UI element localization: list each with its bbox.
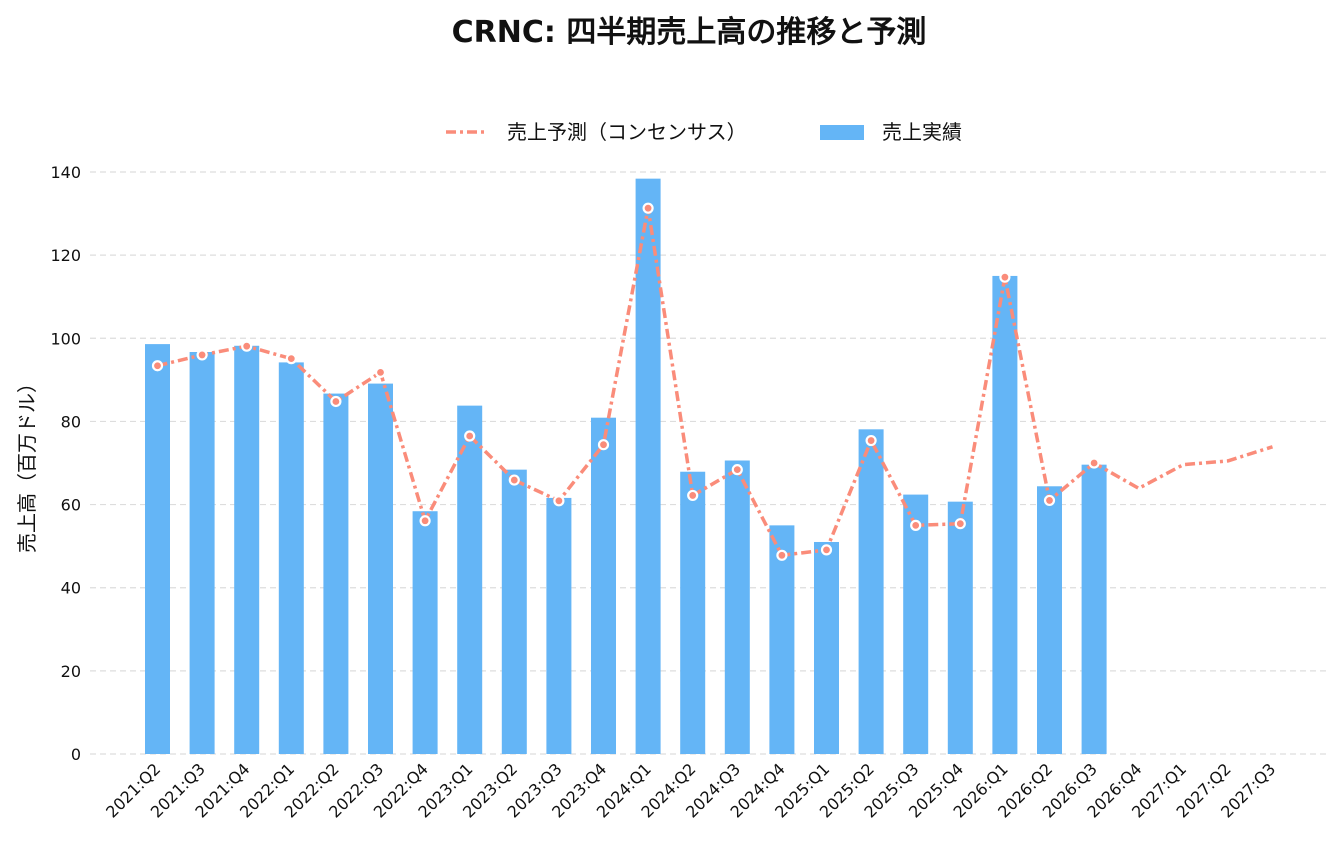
bar: [278, 362, 304, 754]
forecast-point: [374, 366, 387, 378]
bar: [501, 469, 527, 754]
bar: [992, 275, 1018, 754]
y-axis-ticks: 0 20 40 60 80 100 120 140: [50, 163, 81, 764]
bar: [680, 471, 706, 754]
bar: [947, 501, 973, 754]
forecast-point: [241, 340, 253, 352]
x-axis-ticks: 2021:Q22021:Q32021:Q42022:Q12022:Q22022:…: [102, 759, 1279, 821]
legend: 売上予測（コンセンサス） 売上実績: [446, 120, 962, 144]
bar: [769, 525, 795, 754]
bar: [368, 383, 393, 754]
bar: [1081, 464, 1107, 754]
forecast-point: [285, 353, 297, 365]
forecast-point: [464, 430, 476, 442]
forecast-point: [731, 464, 743, 476]
bar: [546, 497, 572, 754]
forecast-point: [642, 202, 654, 214]
forecast-point: [999, 271, 1011, 283]
y-tick-label: 20: [61, 662, 81, 681]
forecast-point: [597, 439, 610, 451]
bar-series: [145, 178, 1107, 754]
y-tick-label: 140: [50, 163, 81, 182]
legend-forecast-label: 売上予測（コンセンサス）: [507, 120, 747, 144]
y-tick-label: 0: [71, 745, 81, 764]
bar: [189, 352, 215, 754]
forecast-point: [687, 489, 699, 502]
forecast-point: [1043, 494, 1056, 507]
bar: [412, 511, 438, 754]
chart-title: CRNC: 四半期売上高の推移と予測: [452, 15, 927, 50]
forecast-point: [553, 495, 565, 507]
forecast-point: [865, 434, 877, 447]
forecast-point: [820, 544, 833, 556]
bar: [903, 494, 929, 754]
bar: [858, 429, 884, 754]
forecast-point: [1088, 457, 1100, 469]
bar: [814, 541, 839, 754]
legend-actual-swatch: [820, 125, 864, 140]
bar: [145, 344, 170, 754]
bar: [635, 178, 661, 754]
bar: [457, 405, 483, 754]
forecast-series: [151, 202, 1274, 561]
y-tick-label: 120: [50, 246, 81, 265]
forecast-point: [954, 518, 966, 530]
bar: [234, 345, 260, 754]
legend-actual-label: 売上実績: [882, 120, 962, 144]
forecast-point: [330, 395, 342, 408]
y-tick-label: 100: [50, 329, 81, 348]
bar: [1037, 486, 1062, 754]
y-tick-label: 40: [61, 579, 81, 598]
forecast-point: [776, 549, 788, 561]
bar: [724, 460, 750, 754]
bar: [323, 393, 349, 754]
y-tick-label: 80: [61, 412, 81, 431]
y-tick-label: 60: [61, 496, 81, 515]
forecast-point: [151, 360, 164, 372]
forecast-point: [508, 474, 520, 486]
y-axis-label: 売上高（百万ドル）: [15, 373, 39, 553]
gridlines: [90, 171, 1330, 755]
forecast-line: [157, 206, 1274, 558]
forecast-point: [910, 519, 922, 531]
forecast-point: [196, 349, 208, 361]
bar: [591, 417, 616, 754]
forecast-point: [419, 515, 431, 527]
